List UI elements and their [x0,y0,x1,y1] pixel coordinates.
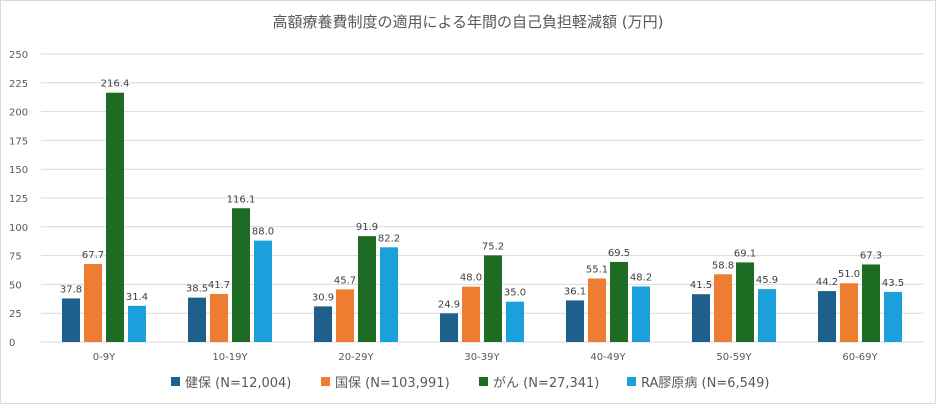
bar [84,264,102,342]
data-label: 116.1 [227,194,256,205]
data-label: 91.9 [356,222,378,233]
legend-swatch [627,377,636,386]
bar [462,286,480,342]
data-label: 30.9 [312,292,334,303]
y-tick-label: 150 [9,165,28,176]
data-label: 88.0 [252,227,274,238]
bar [440,313,458,342]
data-label: 45.7 [334,275,356,286]
legend-swatch [321,377,330,386]
data-label: 44.2 [816,277,838,288]
data-label: 58.8 [712,260,734,271]
legend-swatch [479,377,488,386]
legend-label: がん (N=27,341) [493,376,599,391]
y-tick-label: 50 [9,280,22,291]
data-label: 51.0 [838,269,860,280]
bar [736,262,754,342]
legend-label: 国保 (N=103,991) [335,376,450,391]
data-label: 37.8 [60,284,82,295]
bar [210,293,228,342]
legend-label: 健保 (N=12,004) [185,376,291,391]
y-tick-label: 75 [9,252,22,263]
bar [188,297,206,342]
data-label: 82.2 [378,233,400,244]
y-tick-label: 25 [9,309,22,320]
data-label: 75.2 [482,241,504,252]
data-label: 31.4 [126,292,148,303]
data-label: 24.9 [438,299,460,310]
data-label: 67.3 [860,250,882,261]
data-label: 48.0 [460,273,482,284]
x-tick-label: 50-59Y [716,352,752,363]
bar [128,305,146,342]
x-tick-label: 10-19Y [212,352,248,363]
data-label: 41.5 [690,280,712,291]
legend-label: RA膠原病 (N=6,549) [641,376,770,391]
bar [314,306,332,342]
x-tick-label: 40-49Y [590,352,626,363]
data-label: 67.7 [82,250,104,261]
data-label: 45.9 [756,275,778,286]
y-tick-label: 175 [9,136,28,147]
chart-title: 高額療養費制度の適用による年間の自己負担軽減額 (万円) [272,13,663,31]
bar [818,291,836,342]
bar [840,283,858,342]
data-label: 35.0 [504,288,526,299]
bar [758,289,776,342]
data-label: 55.1 [586,265,608,276]
y-tick-label: 250 [9,50,28,61]
x-tick-label: 30-39Y [464,352,500,363]
data-label: 43.5 [882,278,904,289]
bar [506,301,524,342]
bar [862,264,880,342]
bar [358,236,376,342]
bar [692,294,710,342]
data-label: 69.1 [734,248,756,259]
bar [106,92,124,342]
data-label: 38.5 [186,284,208,295]
bar [232,208,250,342]
bar [884,291,902,342]
bar [610,261,628,342]
x-tick-label: 0-9Y [93,352,116,363]
data-label: 216.4 [101,79,130,90]
legend-swatch [171,377,180,386]
y-tick-label: 125 [9,194,28,205]
data-label: 69.5 [608,248,630,259]
y-tick-label: 200 [9,108,28,119]
bar [588,278,606,342]
bar [254,240,272,342]
x-tick-label: 60-69Y [842,352,878,363]
x-tick-label: 20-29Y [338,352,374,363]
y-tick-label: 100 [9,223,28,234]
bar [380,247,398,342]
data-label: 41.7 [208,280,230,291]
y-tick-label: 0 [9,338,15,349]
bar [336,289,354,342]
y-tick-label: 225 [9,79,28,90]
bar [566,300,584,342]
data-label: 48.2 [630,272,652,283]
bar [632,286,650,342]
bar [484,255,502,342]
bar [714,274,732,342]
data-label: 36.1 [564,286,586,297]
bar [62,298,80,342]
